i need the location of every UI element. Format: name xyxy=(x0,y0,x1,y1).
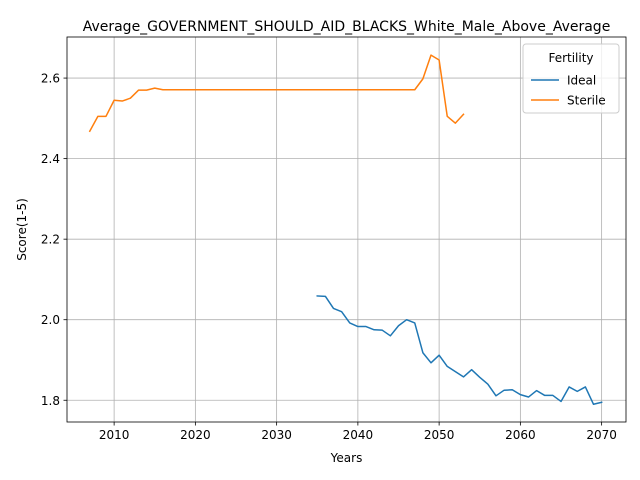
series-line-sterile xyxy=(88,54,465,133)
x-tick-label: 2020 xyxy=(180,428,211,442)
y-tick-label: 2.0 xyxy=(41,313,60,327)
y-tick-label: 2.4 xyxy=(41,152,60,166)
x-tick-label: 2050 xyxy=(424,428,455,442)
y-tick-label: 2.2 xyxy=(41,233,60,247)
grid xyxy=(67,37,626,422)
y-axis-label: Score(1-5) xyxy=(15,198,29,261)
x-tick-label: 2060 xyxy=(505,428,536,442)
series-lines xyxy=(88,54,603,406)
x-tick-label: 2040 xyxy=(343,428,374,442)
x-tick-label: 2030 xyxy=(261,428,292,442)
x-tick-label: 2010 xyxy=(99,428,130,442)
axes-frame xyxy=(66,36,627,423)
legend-box xyxy=(522,43,620,114)
legend-label-sterile: Sterile xyxy=(567,94,606,108)
x-tick-label: 2070 xyxy=(586,428,617,442)
y-axis-ticks: 1.8 2.0 2.2 2.4 2.6 xyxy=(41,72,67,408)
legend: Fertility Ideal Sterile xyxy=(522,43,620,114)
legend-title: Fertility xyxy=(548,51,593,65)
chart-title: Average_GOVERNMENT_SHOULD_AID_BLACKS_Whi… xyxy=(83,19,611,35)
legend-label-ideal: Ideal xyxy=(567,74,596,88)
series-line-ideal xyxy=(316,295,603,406)
y-tick-label: 2.6 xyxy=(41,72,60,86)
y-tick-label: 1.8 xyxy=(41,394,60,408)
x-axis-ticks: 2010 2020 2030 2040 2050 2060 2070 xyxy=(99,422,617,442)
x-axis-label: Years xyxy=(330,451,363,465)
